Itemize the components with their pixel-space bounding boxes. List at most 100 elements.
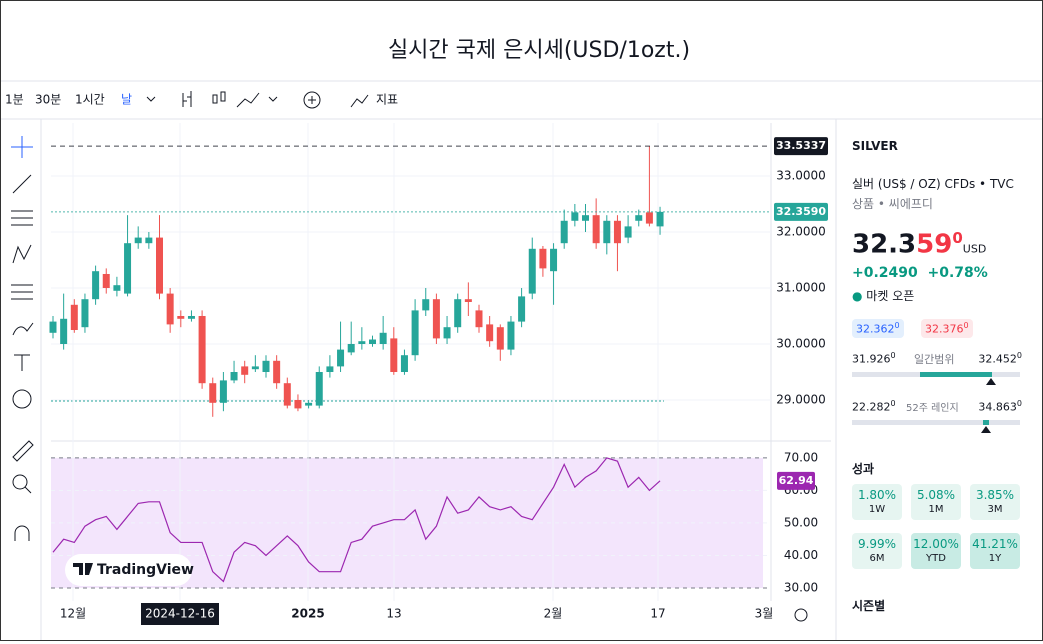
candle-body (315, 372, 323, 406)
fib-tool[interactable] (11, 210, 33, 226)
rsi-tag-label: 62.94 (779, 474, 814, 487)
magnet-tool[interactable] (14, 525, 30, 541)
x-tick-label: 3월 (755, 607, 774, 621)
candle-body (305, 402, 313, 406)
candle-body (464, 299, 472, 302)
performance-cell: 12.00% YTD (911, 533, 961, 569)
bar-style-icon[interactable] (182, 91, 192, 107)
candle-body (60, 318, 68, 344)
year-high-value: 34.863 (978, 400, 1017, 414)
performance-period: 3M (987, 504, 1003, 515)
crosshair-label: 2024-12-16 (145, 607, 215, 621)
indicator-icon[interactable] (350, 94, 369, 108)
candle-body (656, 211, 664, 227)
candle-body (134, 237, 142, 244)
day-range-fill (920, 372, 992, 377)
dropdown-icon[interactable] (268, 96, 278, 102)
day-high: 32.4520 (978, 351, 1022, 366)
candle-body (166, 293, 174, 325)
candle-body (624, 226, 632, 238)
emoji-tool[interactable] (12, 389, 32, 409)
candle-body (454, 299, 462, 328)
interval[interactable]: 날 (121, 93, 132, 107)
status: ● 마켓 오픈 (852, 289, 915, 303)
candle-body (635, 215, 643, 221)
measure-tool[interactable] (12, 440, 34, 462)
brush-tool[interactable] (12, 322, 34, 336)
candle-body (113, 285, 121, 291)
performance-cell: 1.80% 1W (852, 484, 902, 520)
performance-cell: 3.85% 3M (970, 484, 1020, 520)
crosshair-tag (141, 603, 219, 625)
zoom-tool[interactable] (24, 486, 32, 494)
candle-body (550, 248, 558, 272)
candle-body (507, 321, 515, 350)
ask-sup: 0 (963, 321, 969, 330)
price-tag (774, 137, 828, 156)
candle-body (390, 338, 398, 373)
compare-icon[interactable] (308, 96, 316, 104)
marker (986, 378, 996, 385)
candle-body (262, 360, 270, 373)
candle-icon[interactable] (212, 94, 218, 104)
candle-body (177, 315, 185, 319)
year-range-fill (983, 420, 989, 425)
trendline-tool[interactable] (12, 174, 32, 194)
candle-body (603, 220, 611, 244)
candle-body (496, 327, 504, 350)
candle-body (528, 248, 536, 294)
candle-body (81, 299, 89, 328)
projection-tool[interactable] (11, 284, 33, 300)
change-pct: +0.78% (927, 265, 988, 281)
x-tick-label: 2월 (544, 607, 563, 621)
performance-cell: 5.08% 1M (911, 484, 961, 520)
candle-body (518, 296, 526, 322)
interval[interactable]: 30분 (35, 93, 61, 107)
sup: 0 (1016, 351, 1022, 360)
candle-icon[interactable] (220, 91, 226, 102)
candle-body (613, 220, 621, 244)
candle-body (422, 299, 430, 311)
candle-body (592, 215, 600, 244)
rsi-tick-label: 70.00 (784, 450, 818, 464)
currency: USD (962, 242, 987, 256)
ask-value: 32.376 (925, 322, 964, 336)
candle-body (560, 220, 568, 244)
watermark-logo (73, 563, 93, 575)
price-tag (774, 202, 828, 221)
compare-icon[interactable] (303, 91, 321, 109)
performance-period: YTD (926, 553, 946, 564)
y-tick-label: 31.0000 (776, 280, 826, 294)
interval[interactable]: 1시간 (75, 93, 105, 107)
performance-value: 9.99% (857, 537, 897, 551)
candle-body (145, 237, 153, 244)
performance-value: 12.00% (913, 537, 959, 551)
performance-value: 41.21% (972, 537, 1018, 551)
price: 32.3590USD (852, 229, 986, 260)
dropdown-icon[interactable] (146, 96, 156, 102)
crosshair-tool[interactable] (11, 136, 33, 158)
candle-body (209, 383, 217, 403)
sup: 0 (890, 399, 896, 408)
text-tool[interactable] (14, 354, 30, 371)
y-tick-label: 32.0000 (776, 224, 826, 238)
interval[interactable]: 1분 (5, 93, 24, 107)
zoom-tool[interactable] (12, 474, 28, 490)
candle-body (230, 372, 238, 381)
candle-body (49, 321, 57, 333)
day-high-value: 32.452 (978, 352, 1017, 366)
settings-icon[interactable] (794, 608, 808, 622)
x-tick-label: 13 (386, 607, 401, 621)
performance-period: 1W (868, 504, 886, 515)
pattern-tool[interactable] (12, 244, 32, 264)
performance-value: 1.80% (857, 488, 897, 502)
area-icon[interactable] (236, 92, 260, 108)
x-tick-label: 2025 (291, 607, 324, 621)
category: 상품 • 씨에프디 (852, 197, 933, 211)
y-tick-label: 30.0000 (776, 336, 826, 350)
performance-period: 1Y (988, 553, 1002, 564)
indicators-button[interactable]: 지표 (376, 93, 398, 107)
day-range: 31.9260 일간범위 32.4520 (852, 351, 1022, 366)
